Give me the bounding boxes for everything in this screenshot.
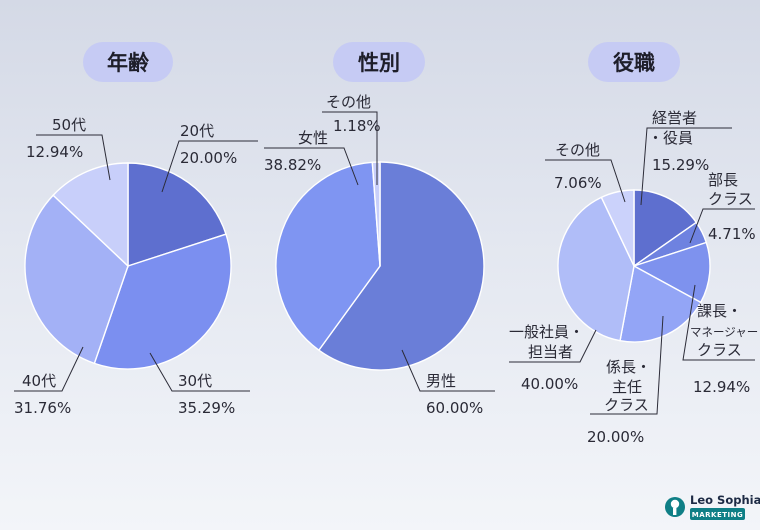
slice-sex-0 bbox=[317, 161, 485, 371]
brand-tag: MARKETING bbox=[692, 511, 743, 519]
label-role-exec-value: 15.29% bbox=[652, 156, 709, 174]
label-role-bucho: 部長 クラス 4.71% bbox=[689, 171, 756, 244]
label-role-general-line1: 一般社員・ bbox=[509, 323, 584, 341]
pie-sex bbox=[275, 161, 485, 371]
slice-role-3 bbox=[619, 264, 702, 343]
label-role-bucho-line1: 部長 bbox=[708, 171, 738, 189]
slice-sex-2 bbox=[371, 161, 381, 267]
label-sex-other-value: 1.18% bbox=[333, 117, 381, 135]
label-age-50-name: 50代 bbox=[52, 116, 86, 134]
label-role-general-line2: 担当者 bbox=[528, 343, 573, 361]
label-sex-male: 男性 60.00% bbox=[401, 349, 495, 417]
label-role-kakaricho-line1: 係長・ bbox=[606, 358, 651, 376]
label-role-bucho-line2: クラス bbox=[708, 190, 753, 208]
label-sex-other-name: その他 bbox=[326, 93, 371, 111]
slice-age-3 bbox=[52, 162, 129, 268]
label-age-20: 20代 20.00% bbox=[161, 122, 258, 193]
label-age-30: 30代 35.29% bbox=[149, 352, 250, 417]
label-role-general-value: 40.00% bbox=[521, 375, 578, 393]
label-role-exec-line2: ・役員 bbox=[648, 129, 693, 147]
label-role-kakaricho: 係長・ 主任 クラス 20.00% bbox=[587, 315, 664, 446]
chart-title-age: 年齢 bbox=[107, 51, 150, 75]
label-role-kacho: 課長・ マネージャー クラス 12.94% bbox=[682, 284, 758, 396]
chart-title-role: 役職 bbox=[613, 51, 655, 75]
label-sex-female-name: 女性 bbox=[298, 129, 328, 147]
slice-role-5 bbox=[600, 189, 635, 267]
slice-role-4 bbox=[557, 196, 635, 342]
label-role-kakaricho-line3: クラス bbox=[604, 396, 649, 414]
label-age-40-name: 40代 bbox=[22, 372, 56, 390]
label-role-kakaricho-value: 20.00% bbox=[587, 428, 644, 446]
label-role-kacho-line2: マネージャー bbox=[690, 325, 758, 339]
label-role-kacho-line1: 課長・ bbox=[697, 302, 742, 320]
label-role-kacho-line3: クラス bbox=[697, 341, 742, 359]
label-role-other-name: その他 bbox=[555, 141, 600, 159]
brand-logo: Leo Sophia MARKETING bbox=[665, 493, 760, 520]
chart-title-sex: 性別 bbox=[358, 51, 400, 75]
title-pill-age: 年齢 bbox=[83, 42, 173, 82]
pie-age bbox=[24, 162, 232, 370]
label-age-40: 40代 31.76% bbox=[14, 346, 84, 417]
label-role-kakaricho-line2: 主任 bbox=[612, 378, 642, 396]
label-sex-other: その他 1.18% bbox=[322, 93, 381, 185]
label-role-other-value: 7.06% bbox=[554, 174, 602, 192]
label-role-bucho-value: 4.71% bbox=[708, 225, 756, 243]
label-role-exec: 経営者 ・役員 15.29% bbox=[640, 109, 732, 206]
label-sex-female-value: 38.82% bbox=[264, 156, 321, 174]
slice-age-2 bbox=[24, 194, 129, 365]
label-age-50: 50代 12.94% bbox=[26, 116, 111, 181]
slice-age-1 bbox=[93, 233, 232, 370]
label-age-40-value: 31.76% bbox=[14, 399, 71, 417]
slice-role-0 bbox=[633, 189, 698, 268]
title-pill-role: 役職 bbox=[588, 42, 680, 82]
label-age-20-value: 20.00% bbox=[180, 149, 237, 167]
slice-role-2 bbox=[632, 241, 711, 304]
label-sex-male-value: 60.00% bbox=[426, 399, 483, 417]
pie-role bbox=[557, 189, 711, 343]
label-age-50-value: 12.94% bbox=[26, 143, 83, 161]
label-role-exec-line1: 経営者 bbox=[652, 109, 697, 127]
title-pill-sex: 性別 bbox=[333, 42, 425, 82]
label-role-general: 一般社員・ 担当者 40.00% bbox=[509, 323, 597, 393]
label-age-30-name: 30代 bbox=[178, 372, 212, 390]
label-role-other: その他 7.06% bbox=[545, 141, 626, 203]
slice-age-0 bbox=[127, 162, 227, 267]
label-sex-female: 女性 38.82% bbox=[264, 129, 359, 186]
brand-tag-box bbox=[690, 508, 745, 520]
label-age-30-value: 35.29% bbox=[178, 399, 235, 417]
label-sex-male-name: 男性 bbox=[426, 372, 456, 390]
label-role-kacho-value: 12.94% bbox=[693, 378, 750, 396]
label-age-20-name: 20代 bbox=[180, 122, 214, 140]
brand-name: Leo Sophia bbox=[690, 493, 760, 507]
slice-sex-1 bbox=[275, 161, 381, 352]
